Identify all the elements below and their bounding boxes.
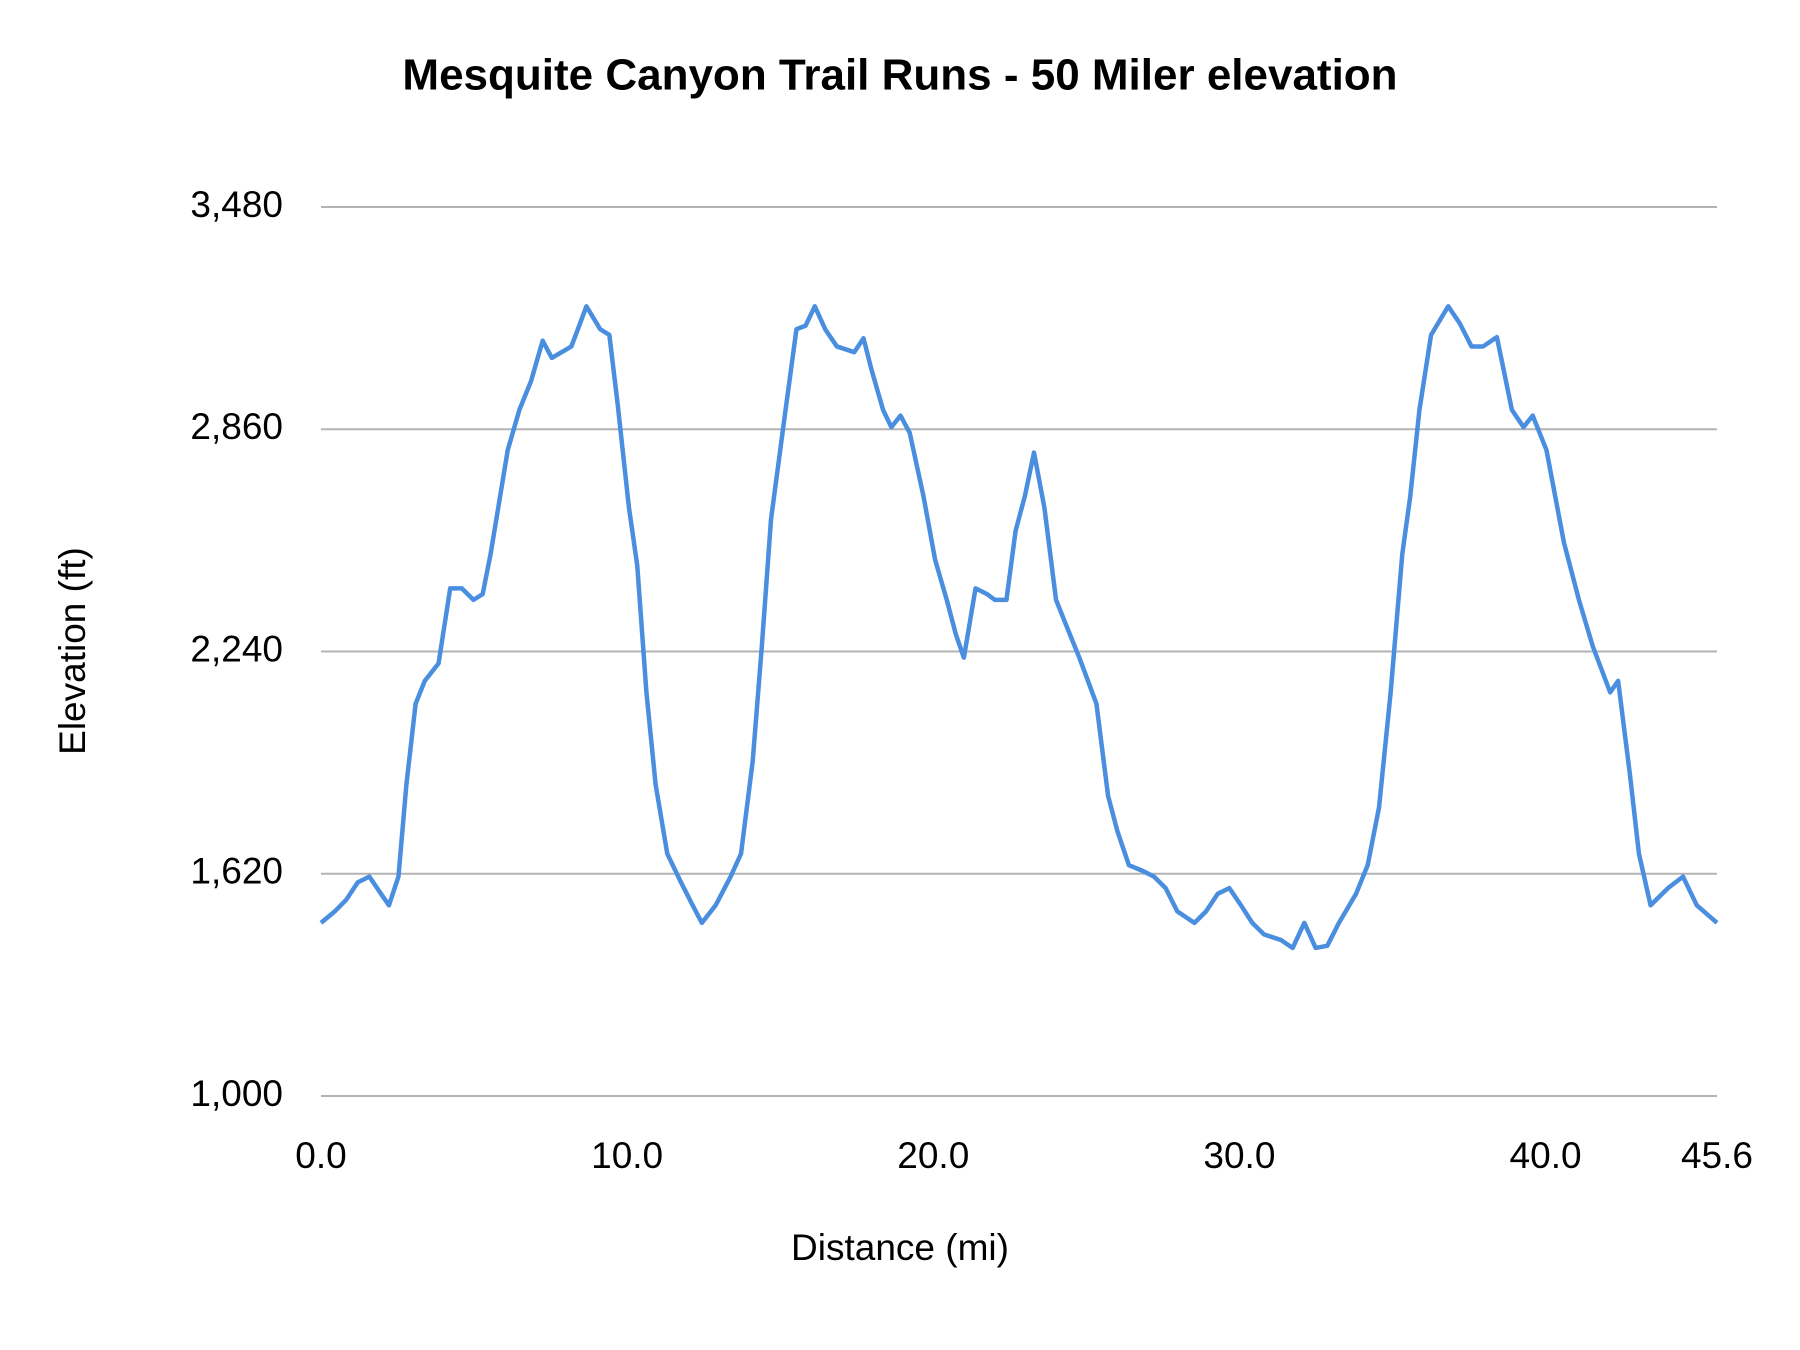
y-tick-label: 1,000 [190, 1073, 283, 1114]
y-tick-label: 2,240 [190, 628, 283, 669]
y-axis-title: Elevation (ft) [52, 547, 93, 755]
y-tick-label: 1,620 [190, 851, 283, 892]
x-tick-label: 20.0 [897, 1135, 969, 1176]
x-tick-label: 45.6 [1681, 1135, 1753, 1176]
x-tick-label: 10.0 [591, 1135, 663, 1176]
y-tick-label: 3,480 [190, 184, 283, 225]
x-tick-label: 30.0 [1203, 1135, 1275, 1176]
x-tick-label: 40.0 [1510, 1135, 1582, 1176]
x-tick-label: 0.0 [295, 1135, 346, 1176]
chart-title: Mesquite Canyon Trail Runs - 50 Miler el… [402, 51, 1397, 100]
elevation-line [319, 304, 1719, 951]
x-axis-title: Distance (mi) [791, 1227, 1009, 1268]
y-tick-label: 2,860 [190, 406, 283, 447]
